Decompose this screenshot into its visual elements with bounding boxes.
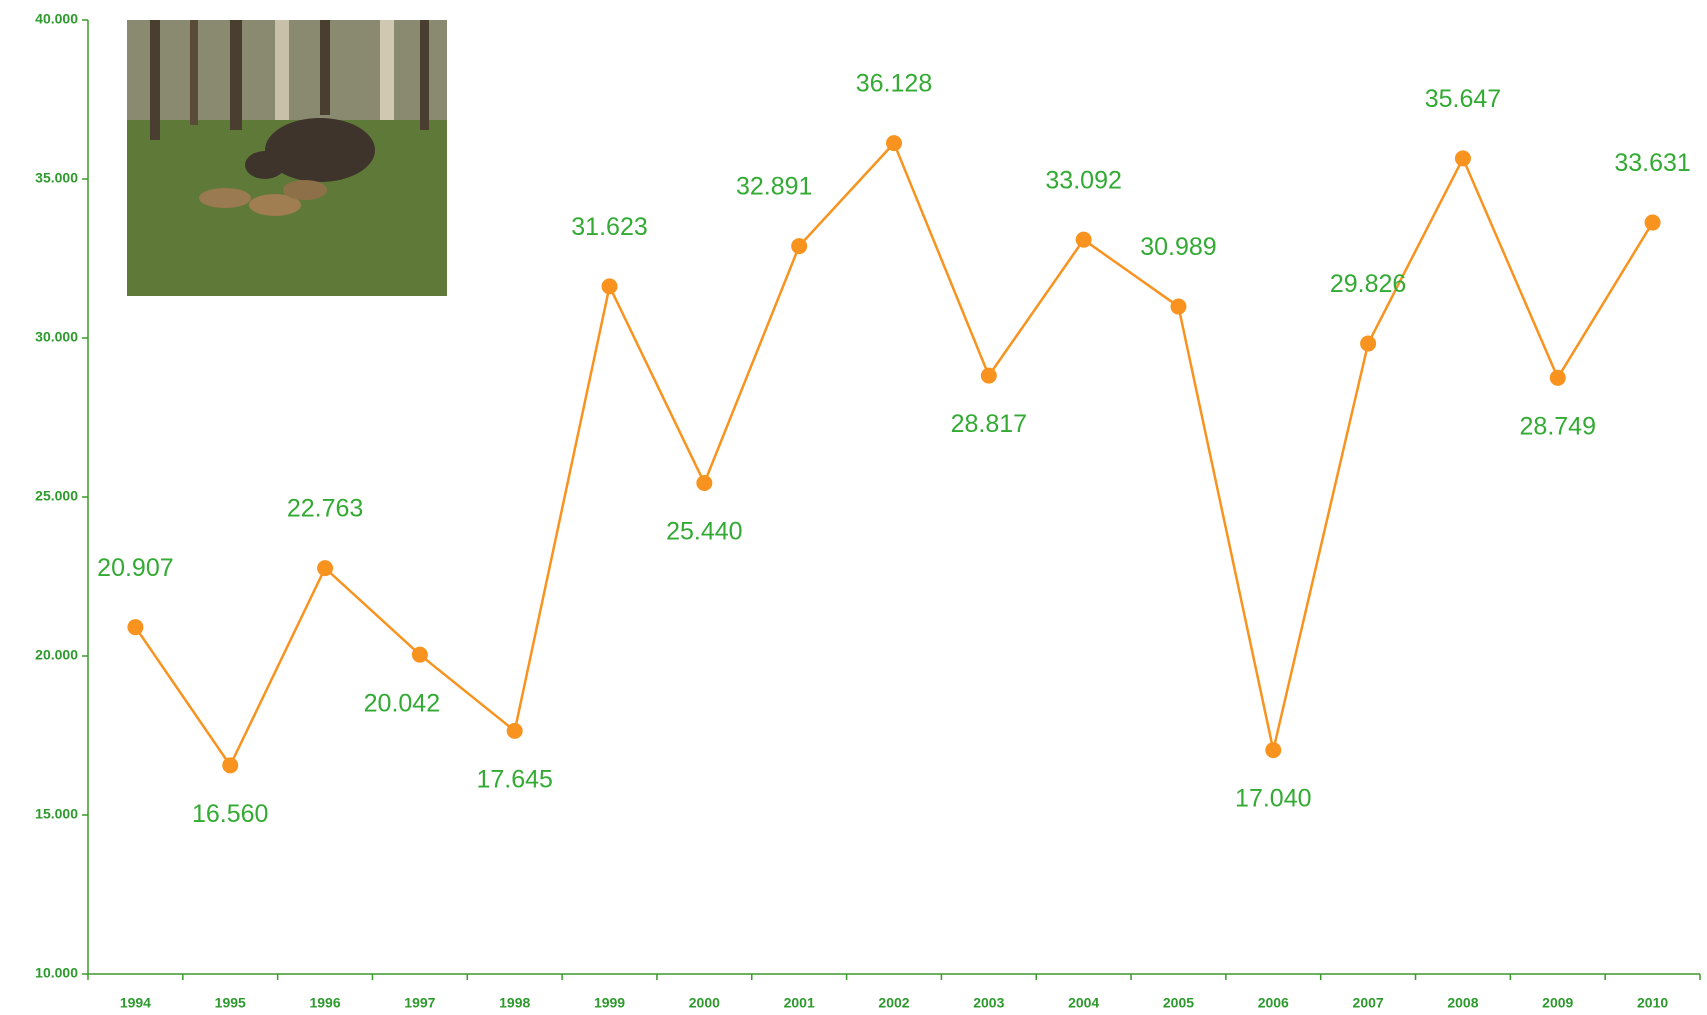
chart: 10.000 15.000 20.000 25.000 30.000 35.000 40.0… (0, 0, 1707, 1015)
marker (791, 238, 807, 254)
x-tick-label: 1999 (594, 995, 625, 1011)
marker (222, 757, 238, 773)
marker (602, 278, 618, 294)
value-label: 20.907 (97, 554, 173, 582)
x-tick-label: 2008 (1447, 995, 1478, 1011)
marker (1170, 299, 1186, 315)
value-label: 22.763 (287, 495, 363, 523)
x-tick-label: 1997 (404, 995, 435, 1011)
x-tick-label: 2001 (784, 995, 815, 1011)
y-tick-label: 35.000 (35, 170, 78, 186)
y-tick-label: 20.000 (35, 647, 78, 663)
value-label: 28.749 (1520, 412, 1596, 440)
x-tick-label: 1996 (309, 995, 340, 1011)
x-tick-label: 2009 (1542, 995, 1573, 1011)
marker (507, 723, 523, 739)
value-label: 16.560 (192, 800, 268, 828)
y-tick-label: 30.000 (35, 329, 78, 345)
marker (317, 560, 333, 576)
value-label: 33.092 (1045, 166, 1121, 194)
x-tick-label: 2004 (1068, 995, 1099, 1011)
x-tick-label: 2010 (1637, 995, 1668, 1011)
marker (1076, 232, 1092, 248)
value-label: 35.647 (1425, 85, 1501, 113)
marker (981, 368, 997, 384)
value-label: 20.042 (364, 689, 440, 717)
photo (127, 20, 447, 296)
value-label: 17.040 (1235, 785, 1311, 813)
marker (696, 475, 712, 491)
marker (127, 619, 143, 635)
y-tick-label: 15.000 (35, 806, 78, 822)
x-tick-label: 2003 (973, 995, 1004, 1011)
marker (1550, 370, 1566, 386)
marker (1645, 215, 1661, 231)
y-tick-label: 10.000 (35, 965, 78, 981)
marker (886, 135, 902, 151)
x-tick-label: 2000 (689, 995, 720, 1011)
y-tick-label: 25.000 (35, 488, 78, 504)
y-tick-label: 40.000 (35, 11, 78, 27)
x-tick-label: 2007 (1353, 995, 1384, 1011)
x-tick-label: 2005 (1163, 995, 1194, 1011)
value-label: 32.891 (736, 173, 812, 201)
x-tick-label: 1994 (120, 995, 151, 1011)
value-label: 33.631 (1614, 149, 1690, 177)
marker (1360, 336, 1376, 352)
value-label: 29.826 (1330, 270, 1406, 298)
value-label: 17.645 (476, 765, 552, 793)
value-label: 31.623 (571, 213, 647, 241)
value-label: 25.440 (666, 518, 742, 546)
marker (1265, 742, 1281, 758)
value-label: 30.989 (1140, 233, 1216, 261)
marker (1455, 150, 1471, 166)
x-tick-label: 2006 (1258, 995, 1289, 1011)
x-tick-label: 1998 (499, 995, 530, 1011)
x-tick-label: 2002 (878, 995, 909, 1011)
marker (412, 647, 428, 663)
x-tick-label: 1995 (215, 995, 246, 1011)
value-label: 28.817 (951, 410, 1027, 438)
value-label: 36.128 (856, 70, 932, 98)
